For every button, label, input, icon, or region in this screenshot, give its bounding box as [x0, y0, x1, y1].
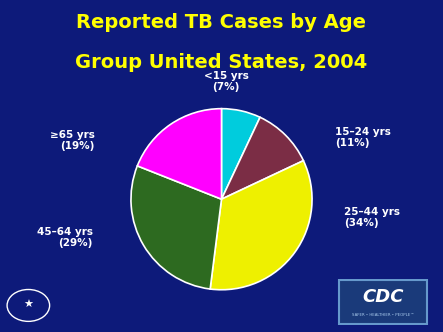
Text: Reported TB Cases by Age: Reported TB Cases by Age — [77, 13, 366, 32]
Wedge shape — [222, 117, 303, 199]
Text: 15–24 yrs
(11%): 15–24 yrs (11%) — [334, 127, 391, 148]
Text: CDC: CDC — [362, 288, 404, 305]
Text: ★: ★ — [23, 300, 33, 310]
FancyBboxPatch shape — [339, 280, 427, 324]
Wedge shape — [131, 166, 222, 289]
Wedge shape — [137, 109, 222, 199]
Text: 25–44 yrs
(34%): 25–44 yrs (34%) — [344, 207, 400, 228]
Text: <15 yrs
(7%): <15 yrs (7%) — [204, 71, 249, 92]
Wedge shape — [222, 109, 260, 199]
Wedge shape — [210, 161, 312, 290]
Text: ≥65 yrs
(19%): ≥65 yrs (19%) — [50, 130, 95, 151]
Text: Group United States, 2004: Group United States, 2004 — [75, 53, 368, 72]
Text: SAFER • HEALTHIER • PEOPLE™: SAFER • HEALTHIER • PEOPLE™ — [352, 313, 414, 317]
Text: 45–64 yrs
(29%): 45–64 yrs (29%) — [37, 227, 93, 248]
